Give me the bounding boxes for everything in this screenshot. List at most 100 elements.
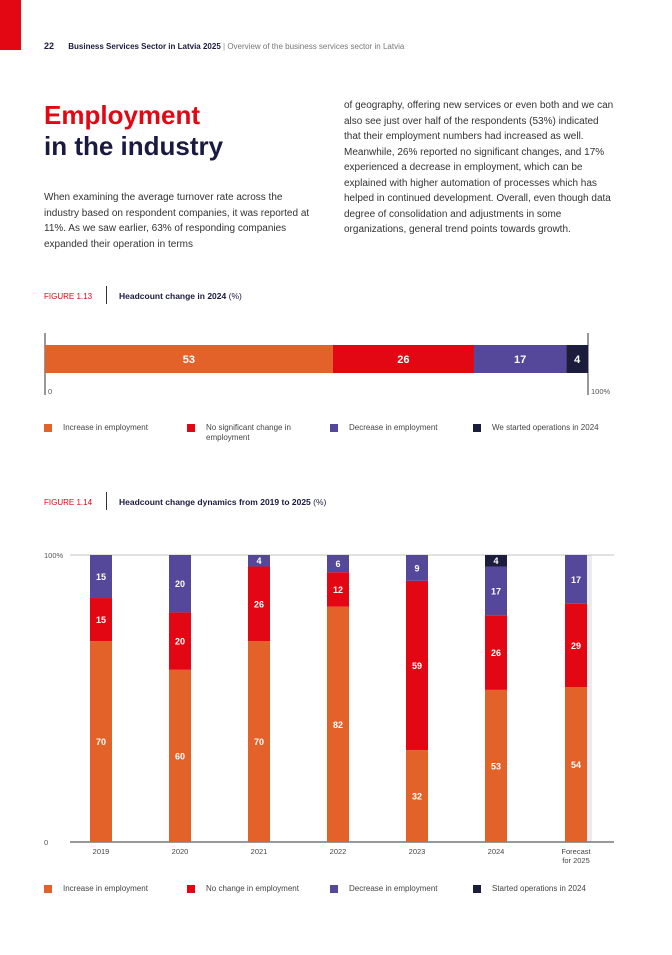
legend-label: No change in employment <box>206 884 299 893</box>
x-tick-label: for 2025 <box>562 856 590 865</box>
data-label: 4 <box>574 354 581 366</box>
data-label: 17 <box>514 354 526 366</box>
corner-accent <box>0 0 21 50</box>
data-label: 4 <box>256 556 261 566</box>
data-label: 4 <box>493 556 498 566</box>
legend-item: Started operations in 2024 <box>473 884 623 894</box>
legend-item: Decrease in employment <box>330 423 465 433</box>
document-title: Business Services Sector in Latvia 2025 <box>68 42 221 51</box>
legend-label: Increase in employment <box>63 884 148 893</box>
data-label: 26 <box>491 648 501 658</box>
data-label: 26 <box>254 599 264 609</box>
data-label: 9 <box>414 563 419 573</box>
legend-item: No significant change in employment <box>187 423 292 443</box>
legend-swatch <box>473 885 481 893</box>
data-label: 60 <box>175 751 185 761</box>
legend-swatch <box>330 424 338 432</box>
axis-tick-label: 100% <box>591 387 611 396</box>
data-label: 70 <box>96 737 106 747</box>
bar-segment <box>406 580 428 751</box>
legend-item: Increase in employment <box>44 884 179 894</box>
bar-segment <box>90 641 112 842</box>
data-label: 26 <box>397 354 409 366</box>
forecast-highlight <box>587 555 592 842</box>
bar-segment <box>248 555 270 567</box>
data-label: 70 <box>254 737 264 747</box>
figure-title: Headcount change dynamics from 2019 to 2… <box>119 497 326 507</box>
data-label: 59 <box>412 661 422 671</box>
bar-segment <box>485 555 507 567</box>
x-tick-label: 2023 <box>409 847 426 856</box>
legend-swatch <box>44 885 52 893</box>
bar-segment <box>90 598 112 642</box>
bar-segment <box>406 555 428 581</box>
bar-segment <box>327 606 349 842</box>
x-tick-label: 2022 <box>330 847 347 856</box>
x-tick-label: 2021 <box>251 847 268 856</box>
data-label: 6 <box>335 559 340 569</box>
bar-segment <box>327 555 349 573</box>
legend-swatch <box>473 424 481 432</box>
page-header: 22 Business Services Sector in Latvia 20… <box>44 41 404 51</box>
bar-segment <box>248 566 270 642</box>
page-title-line2: in the industry <box>44 131 224 161</box>
legend-label: We started operations in 2024 <box>492 423 599 432</box>
bar-segment <box>332 345 474 373</box>
bar-segment <box>565 687 587 842</box>
legend-label: Decrease in employment <box>349 884 438 893</box>
x-tick-label: Forecast <box>561 847 591 856</box>
data-label: 12 <box>333 585 343 595</box>
data-label: 82 <box>333 720 343 730</box>
y-tick-label: 100% <box>44 551 64 560</box>
page-number: 22 <box>44 41 55 51</box>
data-label: 17 <box>491 586 501 596</box>
figure-title-text: Headcount change in 2024 <box>119 291 227 301</box>
legend-swatch <box>44 424 52 432</box>
figure-divider <box>106 492 107 510</box>
bar-segment <box>485 689 507 842</box>
bar-segment <box>169 669 191 842</box>
legend-item: Decrease in employment <box>330 884 465 894</box>
page-title: Employment in the industry <box>44 100 223 162</box>
bar-segment <box>327 572 349 607</box>
bar-segment <box>45 345 333 373</box>
x-tick-label: 2024 <box>488 847 505 856</box>
bar-segment <box>406 750 428 842</box>
data-label: 15 <box>96 615 106 625</box>
bar-segment <box>485 566 507 616</box>
legend-swatch <box>187 424 195 432</box>
figure-unit: (%) <box>313 497 327 507</box>
legend-label: Increase in employment <box>63 423 148 432</box>
data-label: 20 <box>175 579 185 589</box>
bar-segment <box>169 555 191 613</box>
page-title-line1: Employment <box>44 100 201 130</box>
data-label: 15 <box>96 572 106 582</box>
data-label: 29 <box>571 641 581 651</box>
legend-item: Increase in employment <box>44 423 179 433</box>
lead-paragraph: When examining the average turnover rate… <box>44 192 310 250</box>
legend-label: Decrease in employment <box>349 423 438 432</box>
bar-segment <box>565 603 587 688</box>
bar-segment <box>473 345 567 373</box>
bar-segment <box>565 555 587 604</box>
data-label: 20 <box>175 637 185 647</box>
figure-title: Headcount change in 2024 (%) <box>119 291 242 301</box>
legend-item: No change in employment <box>187 884 322 894</box>
legend-swatch <box>187 885 195 893</box>
data-label: 54 <box>571 760 581 770</box>
x-tick-label: 2020 <box>172 847 189 856</box>
figure-label: FIGURE 1.13 <box>44 292 93 301</box>
figure-title-text: Headcount change dynamics from 2019 to 2… <box>119 497 311 507</box>
data-label: 53 <box>183 354 195 366</box>
bar-segment <box>169 612 191 670</box>
legend-item: We started operations in 2024 <box>473 423 623 433</box>
legend-label: No significant change in employment <box>206 423 291 442</box>
data-label: 53 <box>491 761 501 771</box>
axis-tick-label: 0 <box>48 387 52 396</box>
header-separator: | <box>223 42 226 51</box>
section-title: Overview of the business services sector… <box>227 42 405 51</box>
legend-swatch <box>330 885 338 893</box>
figure-unit: (%) <box>228 291 242 301</box>
